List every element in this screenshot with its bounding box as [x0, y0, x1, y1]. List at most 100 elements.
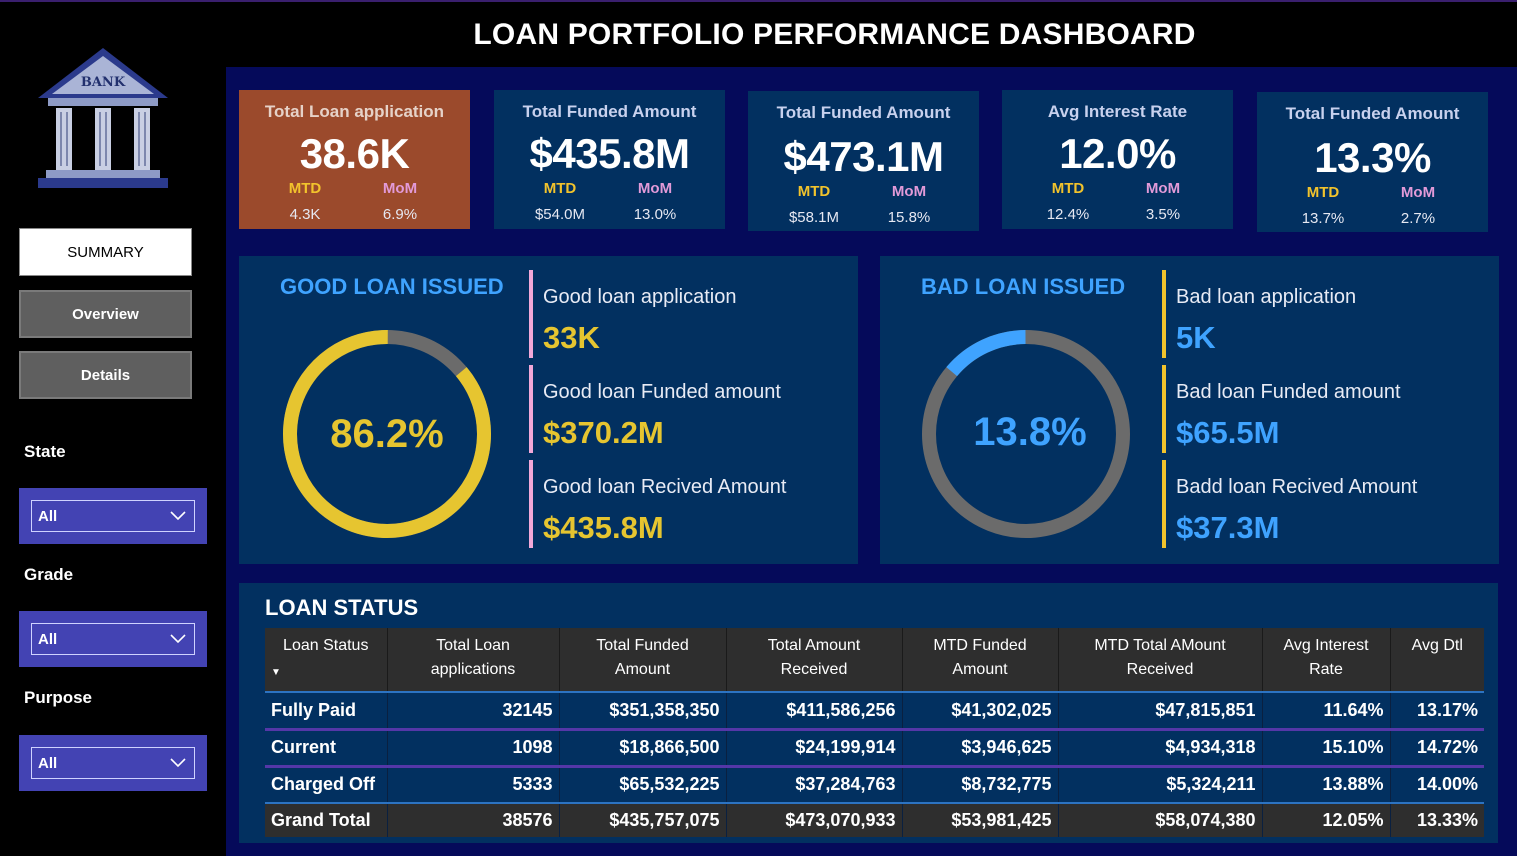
metric-value: $37.3M	[1176, 510, 1280, 545]
table-cell: $4,934,318	[1057, 727, 1262, 766]
table-cell: 11.64%	[1261, 691, 1390, 729]
metric-label: Badd loan Recived Amount	[1176, 476, 1418, 498]
metric-label: Good loan Funded amount	[543, 381, 781, 403]
column-header-text: MTD Funded	[933, 637, 1027, 654]
table-cell: Fully Paid	[265, 691, 387, 729]
purpose-dropdown-value: All	[38, 754, 58, 772]
kpi-mom-value: 13.0%	[633, 206, 677, 223]
nav-details-button[interactable]: Details	[19, 351, 192, 399]
table-cell: $5,324,211	[1057, 764, 1262, 803]
bad-loan-funded-metric: Bad loan Funded amount $65.5M	[1162, 365, 1482, 453]
table-cell: 13.17%	[1389, 691, 1484, 729]
table-cell: $18,866,500	[558, 727, 726, 766]
metric-label: Bad loan Funded amount	[1176, 381, 1401, 403]
metric-accent-bar	[529, 460, 533, 548]
kpi-value: 13.3%	[1314, 134, 1431, 181]
kpi-total-funded-amount-2[interactable]: Total Funded Amount $473.1M MTD MoM $58.…	[748, 91, 979, 231]
good-loan-application-metric: Good loan application 33K	[529, 270, 849, 358]
kpi-mom-label: MoM	[637, 180, 673, 197]
kpi-mtd-value: 13.7%	[1301, 210, 1345, 227]
kpi-mtd-label: MTD	[543, 180, 577, 197]
kpi-total-funded-amount[interactable]: Total Funded Amount $435.8M MTD MoM $54.…	[494, 90, 725, 229]
metric-value: $435.8M	[543, 510, 664, 545]
table-cell: Grand Total	[265, 802, 387, 837]
chevron-down-icon	[170, 511, 186, 521]
kpi-mom-label: MoM	[1145, 180, 1181, 197]
kpi-value: 12.0%	[1059, 130, 1176, 177]
table-row[interactable]: Charged Off 5333 $65,532,225 $37,284,763 $8,…	[265, 764, 1484, 803]
kpi-avg-interest-rate[interactable]: Avg Interest Rate 12.0% MTD MoM 12.4% 3.…	[1002, 90, 1233, 229]
column-header-text: Total Loan	[436, 637, 510, 654]
table-total-row[interactable]: Grand Total 38576 $435,757,075 $473,070,933…	[265, 802, 1484, 837]
good-loan-percent: 86.2%	[330, 411, 444, 456]
table-cell: $47,815,851	[1057, 691, 1262, 729]
state-dropdown[interactable]: All	[31, 500, 195, 532]
column-header[interactable]: Loan Status ▼	[265, 628, 387, 692]
good-loan-funded-metric: Good loan Funded amount $370.2M	[529, 365, 849, 453]
metric-accent-bar	[529, 365, 533, 453]
bad-loan-title: BAD LOAN ISSUED	[921, 274, 1126, 299]
kpi-mom-value: 6.9%	[382, 206, 418, 223]
table-row[interactable]: Fully Paid 32145 $351,358,350 $411,586,256 $…	[265, 691, 1484, 729]
table-cell: $58,074,380	[1057, 802, 1262, 837]
column-header[interactable]: Total Amount Received	[725, 628, 902, 692]
bad-loan-donut[interactable]	[918, 326, 1134, 542]
loan-status-table: Loan Status ▼ Total Loan applications Total …	[265, 628, 1484, 837]
chevron-down-icon	[170, 758, 186, 768]
kpi-value: 38.6K	[299, 130, 410, 177]
table-cell: $351,358,350	[558, 691, 726, 729]
kpi-label: Total Funded Amount	[776, 103, 951, 122]
table-row[interactable]: Current 1098 $18,866,500 $24,199,914 $3,946,…	[265, 727, 1484, 766]
table-cell: 14.00%	[1389, 764, 1484, 803]
metric-accent-bar	[1162, 270, 1166, 358]
metric-label: Bad loan application	[1176, 286, 1357, 308]
logo-text: BANK	[81, 75, 126, 90]
purpose-dropdown[interactable]: All	[31, 747, 195, 779]
bank-logo: BANK	[38, 48, 168, 188]
loan-status-title: LOAN STATUS	[265, 595, 419, 620]
kpi-mom-label: MoM	[891, 183, 927, 200]
nav-overview-button[interactable]: Overview	[19, 290, 192, 338]
column-header[interactable]: MTD Total AMount Received	[1057, 628, 1262, 692]
metric-accent-bar	[529, 270, 533, 358]
table-cell: 1098	[386, 727, 559, 766]
sort-down-icon[interactable]: ▼	[271, 667, 281, 678]
table-cell: $65,532,225	[558, 764, 726, 803]
table-cell: 13.88%	[1261, 764, 1390, 803]
kpi-total-loan-application[interactable]: Total Loan application 38.6K MTD MoM 4.3…	[239, 90, 470, 229]
column-header[interactable]: Total Loan applications	[386, 628, 559, 692]
nav-summary-button[interactable]: SUMMARY	[19, 228, 192, 276]
table-cell: $473,070,933	[725, 802, 902, 837]
good-loan-received-metric: Good loan Recived Amount $435.8M	[529, 460, 849, 548]
purpose-filter-label: Purpose	[24, 688, 93, 707]
kpi-mom-value: 15.8%	[887, 209, 931, 226]
column-header-text: Avg Interest	[1283, 637, 1369, 654]
column-header[interactable]: Total Funded Amount	[558, 628, 726, 692]
column-header[interactable]: Avg Interest Rate	[1261, 628, 1390, 692]
table-cell: 13.33%	[1389, 802, 1484, 837]
table-cell: $53,981,425	[901, 802, 1058, 837]
metric-accent-bar	[1162, 365, 1166, 453]
donut-track	[922, 330, 1130, 538]
page-title: LOAN PORTFOLIO PERFORMANCE DASHBOARD	[473, 18, 1196, 51]
bad-loan-card: BAD LOAN ISSUED 13.8% Bad loan applicati…	[880, 256, 1499, 564]
column-header-text: Received	[1126, 661, 1194, 678]
table-cell: $8,732,775	[901, 764, 1058, 803]
metric-accent-bar	[1162, 460, 1166, 548]
kpi-value: $435.8M	[529, 130, 690, 177]
column-header[interactable]: Avg Dtl	[1389, 628, 1484, 692]
chevron-down-icon	[170, 634, 186, 644]
kpi-mom-value: 2.7%	[1400, 210, 1436, 227]
column-header[interactable]: MTD Funded Amount	[901, 628, 1058, 692]
column-header-text: Amount	[614, 661, 671, 678]
table-cell: $24,199,914	[725, 727, 902, 766]
kpi-label: Total Loan application	[264, 102, 445, 121]
kpi-total-funded-amount-3[interactable]: Total Funded Amount 13.3% MTD MoM 13.7% …	[1257, 92, 1488, 232]
purpose-filter: All	[19, 735, 207, 791]
grade-dropdown-value: All	[38, 630, 58, 648]
grade-dropdown[interactable]: All	[31, 623, 195, 655]
state-filter-label: State	[24, 442, 66, 461]
good-loan-donut[interactable]	[279, 326, 495, 542]
kpi-label: Total Funded Amount	[1285, 104, 1460, 123]
table-cell: 32145	[386, 691, 559, 729]
